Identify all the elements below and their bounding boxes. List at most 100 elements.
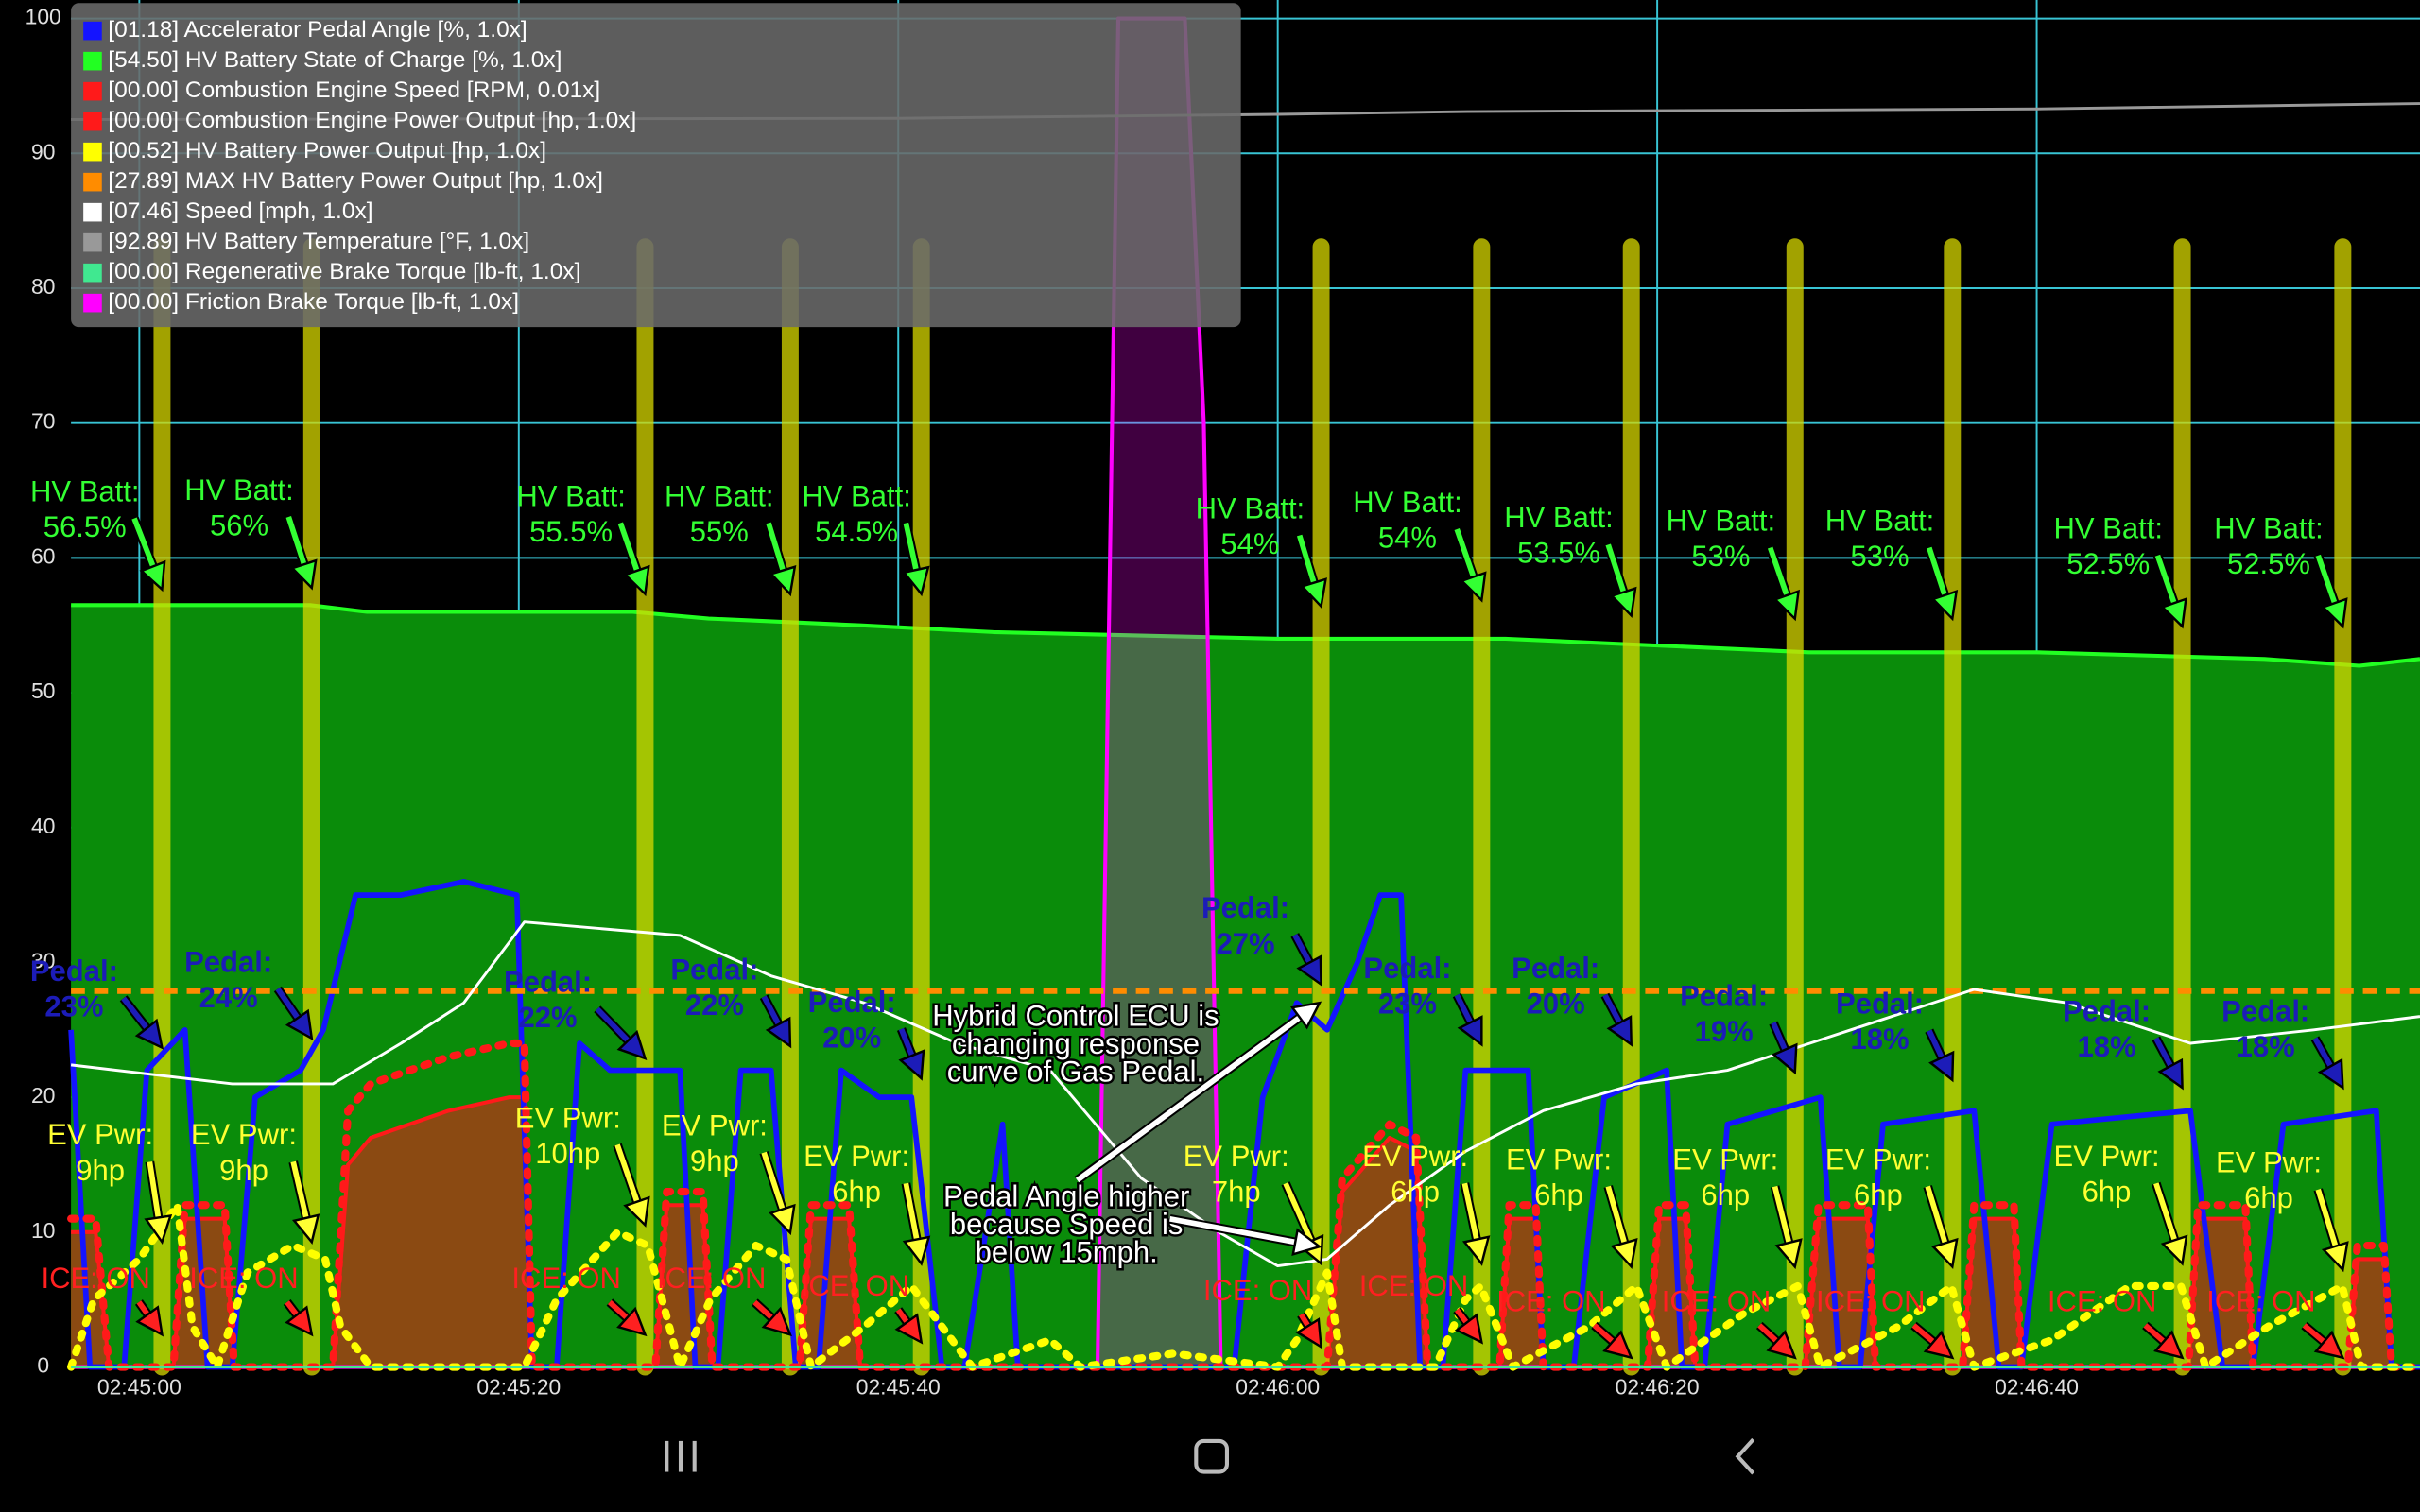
annotation-line: EV Pwr: (1825, 1143, 1931, 1177)
annotation: Pedal: 27% (1201, 891, 1289, 960)
annotation-line: EV Pwr: (47, 1118, 153, 1151)
arrow-shaft (1296, 534, 1317, 584)
annotation: Pedal: 22% (670, 954, 758, 1022)
annotation: EV Pwr: 6hp (1362, 1140, 1468, 1209)
arrow-head (1296, 954, 1322, 988)
annotation: EV Pwr: 6hp (804, 1140, 909, 1209)
annotation: Pedal: 20% (1512, 952, 1599, 1021)
legend-swatch (83, 202, 102, 222)
annotation-line: changing response (952, 1027, 1200, 1060)
arrow-shaft (285, 516, 307, 566)
annotation: ICE: ON (657, 1262, 766, 1295)
arrow-head (1772, 1042, 1798, 1075)
y-tick-label: 80 (31, 274, 55, 299)
arrow-shaft (2153, 1182, 2178, 1242)
annotation: ICE: ON (511, 1262, 620, 1295)
annotation-line: 23% (44, 990, 103, 1023)
annotation-line: because Speed is (950, 1208, 1184, 1241)
arrow-shaft (1169, 1215, 1296, 1246)
arrow-shaft (1075, 1015, 1302, 1183)
annotation-line: 22% (519, 1001, 578, 1034)
arrow-head (285, 1008, 314, 1041)
annotation-line: HV Batt: (30, 475, 139, 508)
annotation: Pedal: 18% (1836, 988, 1924, 1057)
annotation-line: Pedal: (504, 966, 592, 999)
arrow-head (144, 1213, 173, 1245)
annotation-line: Pedal: (1512, 952, 1599, 985)
annotation: ICE: ON (41, 1262, 149, 1295)
arrow-shaft (1911, 1323, 1936, 1345)
arrow-shaft (136, 1300, 150, 1316)
legend-label: [00.00] Regenerative Brake Torque [lb-ft… (108, 259, 580, 284)
annotation: ICE: ON (2206, 1285, 2315, 1318)
arrow-head (1289, 1001, 1322, 1030)
legend-label: [00.52] HV Battery Power Output [hp, 1.0… (108, 138, 546, 163)
annotation: Pedal: 18% (2221, 995, 2309, 1064)
annotation-line: Pedal Angle higher (943, 1180, 1189, 1213)
arrow-shaft (1757, 1323, 1779, 1344)
x-tick-label: 02:45:20 (476, 1374, 561, 1399)
annotation-line: 54% (1378, 522, 1437, 555)
y-tick-label: 40 (31, 814, 55, 838)
y-tick-label: 100 (26, 5, 61, 29)
arrow-shaft (1602, 993, 1622, 1024)
annotation-line: 23% (1378, 988, 1437, 1021)
arrow-shaft (903, 1182, 920, 1241)
arrow-shaft (2153, 1037, 2173, 1068)
annotation-line: Hybrid Control ECU is (932, 1000, 1219, 1033)
legend-label: [92.89] HV Battery Temperature [°F, 1.0x… (108, 229, 529, 254)
arrow-shaft (147, 1160, 162, 1218)
annotation-line: HV Batt: (1825, 505, 1935, 538)
x-tick-label: 02:46:20 (1616, 1374, 1700, 1399)
arrow-shaft (1767, 546, 1789, 596)
legend-swatch (83, 293, 102, 313)
annotation-line: Pedal: (670, 954, 758, 987)
legend-swatch (83, 51, 102, 71)
annotation: HV Batt: 54% (1353, 486, 1462, 555)
annotation-line: 27% (1217, 927, 1275, 960)
annotation-line: EV Pwr: (662, 1109, 768, 1143)
arrow-shaft (1592, 1323, 1615, 1344)
x-tick-label: 02:45:40 (856, 1374, 941, 1399)
annotation: HV Batt: 54% (1196, 492, 1305, 561)
arrow-shaft (595, 1006, 631, 1043)
annotation-line: 9hp (76, 1154, 125, 1187)
arrow-shaft (275, 987, 301, 1020)
arrow-shaft (1927, 546, 1947, 596)
arrow-shaft (290, 1160, 309, 1219)
annotation-line: 19% (1695, 1015, 1754, 1048)
arrow-shaft (1454, 528, 1477, 578)
annotation-line: ICE: ON (1662, 1285, 1771, 1318)
annotation-line: 52.5% (2227, 547, 2310, 580)
arrow-shaft (1771, 1022, 1788, 1051)
arrow-head (1300, 577, 1327, 610)
arrow-head (1602, 1330, 1634, 1360)
annotation-line: 20% (822, 1022, 881, 1055)
arrow-shaft (1605, 1185, 1628, 1245)
annotation: EV Pwr: 6hp (1506, 1143, 1612, 1212)
arrow-head (902, 1235, 931, 1266)
arrow-head (1291, 1228, 1322, 1256)
arrow-head (769, 565, 797, 597)
arrow-head (1930, 590, 1959, 622)
legend-swatch (83, 232, 102, 252)
legend-swatch (83, 142, 102, 162)
annotation-line: 6hp (2083, 1176, 2132, 1209)
annotation-line: 6hp (832, 1176, 881, 1209)
home-button[interactable] (1194, 1438, 1229, 1474)
annotation-line: Pedal: (2063, 995, 2151, 1028)
arrow-shaft (752, 1299, 774, 1320)
arrow-head (616, 1029, 648, 1060)
annotation-line: ICE: ON (1203, 1274, 1312, 1307)
annotation-line: HV Batt: (1504, 501, 1614, 534)
plot: 0 10 20 30 40 50 60 70 80 90 100 02:45:00 02:45:20 02… (26, 0, 2420, 1399)
arrow-head (2160, 597, 2187, 629)
y-tick-label: 90 (31, 139, 55, 163)
arrow-shaft (1605, 543, 1627, 593)
annotation-line: ICE: ON (41, 1262, 149, 1295)
back-button[interactable] (1735, 1437, 1755, 1475)
annotation-line: curve of Gas Pedal. (947, 1056, 1204, 1089)
annotation: ICE: ON (2048, 1285, 2156, 1318)
y-tick-label: 50 (31, 679, 55, 703)
